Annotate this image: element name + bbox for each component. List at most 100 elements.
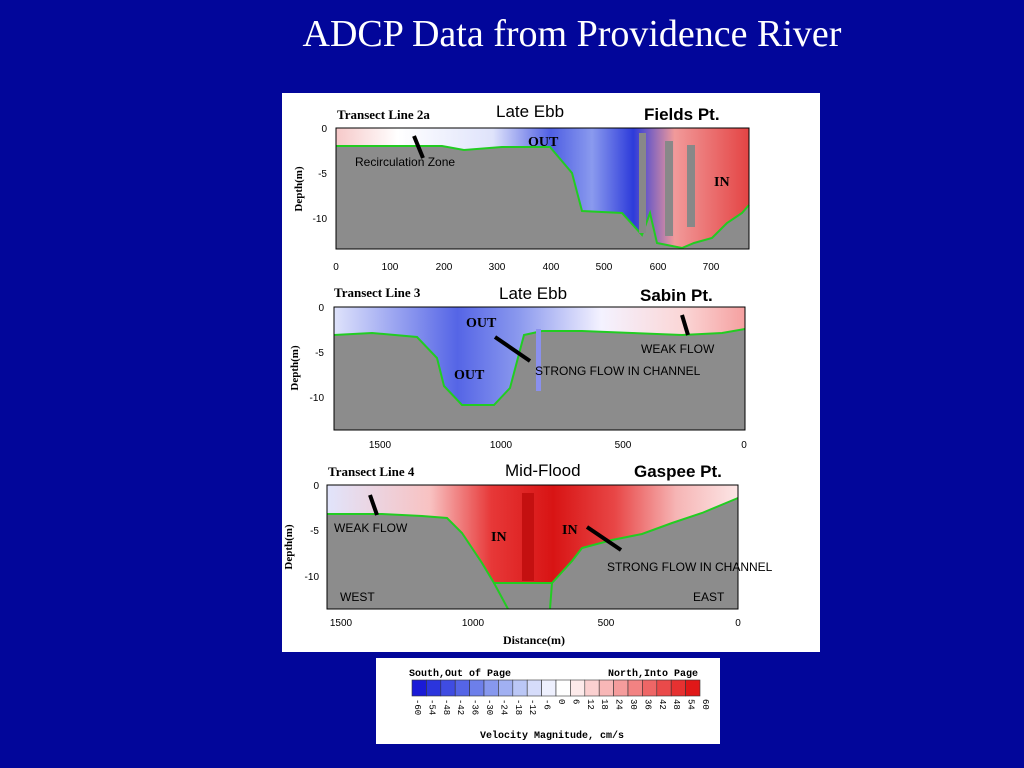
colorbar-swatch [613, 679, 629, 697]
transect-3-location: Sabin Pt. [640, 286, 713, 305]
transect-4-y-label: Depth(m) [283, 524, 295, 570]
transect-4-annotation-strong-flow: STRONG FLOW IN CHANNEL [607, 560, 773, 574]
y-tick-label: 0 [318, 303, 324, 314]
x-tick-label: 300 [489, 262, 506, 273]
y-tick-label: -10 [313, 214, 328, 225]
transect-2a-y-axis: 0 -5 -10 [313, 124, 328, 225]
colorbar-tick-label: -54 [426, 699, 436, 715]
y-tick-label: 0 [313, 481, 319, 492]
transect-4-channel-line [549, 582, 553, 610]
transect-4-subtitle: Mid-Flood [505, 461, 581, 480]
colorbar-tick-label: 42 [657, 699, 667, 710]
colorbar-swatch [598, 679, 614, 697]
transect-3-x-axis: 1500 1000 500 0 [369, 440, 747, 451]
x-tick-label: 600 [650, 262, 667, 273]
colorbar-title: Velocity Magnitude, cm/s [480, 730, 624, 742]
colorbar-tick-label: -36 [470, 699, 480, 715]
colorbar-tick-label: -42 [455, 699, 465, 715]
transect-4-annotation-west: WEST [340, 590, 375, 604]
colorbar-left-label: South,Out of Page [409, 668, 511, 680]
transect-3-bottom-line [333, 328, 746, 406]
y-tick-label: -5 [318, 169, 327, 180]
colorbar-swatch [627, 679, 643, 697]
x-tick-label: 500 [615, 440, 632, 451]
colorbar-tick-labels: -60 -54 -48 -42 -36 -30 -24 -18 -12 -6 0 6 12 18 24 30 3… [412, 699, 710, 715]
colorbar-tick-label: 54 [686, 699, 696, 710]
colorbar-tick-label: 0 [556, 699, 566, 704]
transect-2a-pointer [412, 135, 425, 159]
transect-4-plot-frame [326, 484, 739, 610]
colorbar-swatch [584, 679, 600, 697]
colorbar-swatch [426, 679, 442, 697]
x-tick-label: 1000 [462, 618, 485, 629]
colorbar-swatch [570, 679, 586, 697]
colorbar-swatch [483, 679, 499, 697]
transect-3-annotation-weak-flow: WEAK FLOW [641, 342, 715, 356]
transect-3-pointer [493, 335, 532, 363]
colorbar-swatch [685, 679, 701, 697]
transect-4-pointer [368, 494, 379, 516]
transect-2a-annotation-recirculation: Recirculation Zone [355, 155, 455, 169]
transect-2a-subtitle: Late Ebb [496, 102, 564, 121]
colorbar-tick-label: 48 [671, 699, 681, 710]
colorbar-tick-label: 60 [700, 699, 710, 710]
transect-2a-location: Fields Pt. [644, 105, 720, 124]
transect-2a-title: Transect Line 2a [337, 107, 430, 122]
transect-2a-annotation-out: OUT [528, 135, 559, 150]
transect-4-x-axis: 1500 1000 500 0 [330, 618, 741, 629]
transect-3-subtitle: Late Ebb [499, 284, 567, 303]
transect-3-profile-bar [536, 329, 541, 391]
transect-2a-annotation-in: IN [714, 175, 730, 190]
x-tick-label: 500 [596, 262, 613, 273]
transect-3-annotation-strong-flow: STRONG FLOW IN CHANNEL [535, 364, 701, 378]
colorbar-swatch [555, 679, 571, 697]
transect-2a-plot-frame [335, 127, 750, 250]
transect-4-annotation-east: EAST [693, 590, 725, 604]
colorbar-tick-label: 6 [570, 699, 580, 704]
colorbar-swatch [656, 679, 672, 697]
y-tick-label: -10 [305, 572, 320, 583]
colorbar-tick-label: 36 [642, 699, 652, 710]
transect-3-pointer [680, 314, 690, 336]
slide-title: ADCP Data from Providence River [302, 13, 842, 55]
x-tick-label: 1000 [490, 440, 513, 451]
y-tick-label: 0 [321, 124, 327, 135]
colorbar-swatch [498, 679, 514, 697]
colorbar-swatch [469, 679, 485, 697]
transect-2a-profile-bar [639, 133, 646, 233]
transect-4-profile-bar [522, 493, 534, 581]
colorbar-tick-label: 30 [628, 699, 638, 710]
y-tick-label: -5 [310, 526, 319, 537]
colorbar-right-label: North,Into Page [608, 668, 698, 680]
colorbar-tick-label: -60 [412, 699, 422, 715]
transect-4-y-axis: 0 -5 -10 [305, 481, 320, 583]
colorbar-tick-label: 12 [585, 699, 595, 710]
transect-4-title: Transect Line 4 [328, 464, 415, 479]
x-tick-label: 200 [436, 262, 453, 273]
transect-3-y-label: Depth(m) [289, 345, 301, 391]
colorbar-swatch [670, 679, 686, 697]
x-tick-label: 700 [703, 262, 720, 273]
transect-4-annotation-weak-flow: WEAK FLOW [334, 521, 408, 535]
colorbar-swatch [642, 679, 658, 697]
colorbar-swatch [541, 679, 557, 697]
x-tick-label: 0 [735, 618, 741, 629]
transect-3-annotation-out-lower: OUT [454, 368, 485, 383]
colorbar-swatch [440, 679, 456, 697]
colorbar-swatch [526, 679, 542, 697]
x-tick-label: 0 [333, 262, 339, 273]
colorbar-tick-label: -18 [513, 699, 523, 715]
colorbar-swatch [454, 679, 470, 697]
transect-3-chart [333, 306, 746, 431]
x-tick-label: 400 [543, 262, 560, 273]
transect-4-location: Gaspee Pt. [634, 462, 722, 481]
colorbar-tick-label: -48 [441, 699, 451, 715]
colorbar-tick-label: 18 [599, 699, 609, 710]
y-tick-label: -10 [310, 393, 325, 404]
transect-2a-profile-bar [665, 141, 673, 236]
transect-2a-bottom [336, 146, 749, 249]
x-tick-label: 0 [741, 440, 747, 451]
transect-3-y-axis: 0 -5 -10 [310, 303, 325, 404]
y-tick-label: -5 [315, 348, 324, 359]
x-tick-label: 1500 [369, 440, 392, 451]
